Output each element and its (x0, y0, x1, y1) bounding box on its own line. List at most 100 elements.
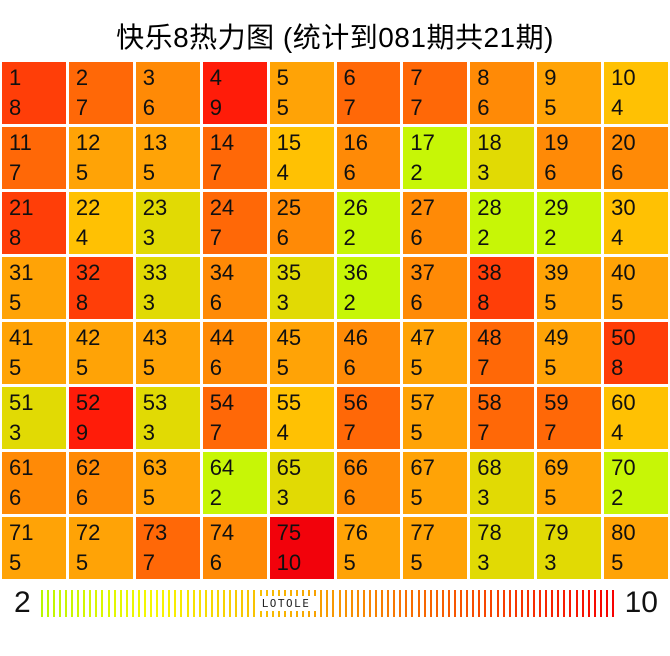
cell-number: 5 (276, 65, 289, 90)
cell-count: 6 (410, 290, 423, 315)
heatmap-cell: 67 5 (403, 452, 468, 514)
cell-number: 44 (209, 325, 235, 350)
legend-tick (46, 589, 49, 617)
cell-count: 6 (611, 160, 624, 185)
cell-number: 43 (142, 325, 168, 350)
cell-number: 77 (410, 520, 435, 545)
cell-count: 6 (209, 290, 222, 315)
legend-tick (210, 589, 213, 617)
cell-count: 3 (544, 550, 557, 575)
heatmap-cell: 38 8 (470, 257, 535, 319)
cell-count: 6 (9, 485, 22, 510)
legend-tick (162, 589, 165, 617)
heatmap-cell: 73 7 (135, 517, 200, 579)
cell-number: 50 (611, 325, 636, 350)
legend-tick (223, 589, 226, 617)
cell-number: 69 (544, 455, 569, 480)
legend-tick (435, 589, 438, 617)
cell-count: 6 (75, 485, 89, 510)
cell-count: 5 (343, 550, 356, 575)
legend-tick (399, 589, 402, 617)
cell-number: 35 (276, 260, 302, 285)
cell-count: 4 (276, 420, 289, 445)
cell-number: 58 (477, 390, 502, 415)
cell-count: 5 (75, 355, 89, 380)
heatmap-cell: 19 6 (537, 127, 602, 189)
cell-count: 5 (75, 160, 89, 185)
page-title: 快乐8热力图 (统计到081期共21期) (116, 22, 554, 53)
cell-number: 26 (343, 195, 368, 220)
legend-tick (581, 589, 584, 617)
cell-number: 41 (9, 325, 34, 350)
cell-number: 67 (410, 455, 435, 480)
cell-number: 18 (477, 130, 502, 155)
cell-number: 60 (611, 390, 636, 415)
cell-count: 5 (611, 290, 624, 315)
heatmap-cell: 70 2 (604, 452, 668, 514)
heatmap-cell: 62 6 (68, 452, 133, 514)
cell-number: 40 (611, 260, 636, 285)
cell-number: 13 (142, 130, 168, 155)
cell-count: 7 (544, 420, 557, 445)
cell-number: 65 (276, 455, 302, 480)
heatmap-cell: 32 8 (68, 257, 133, 319)
cell-count: 8 (477, 290, 490, 315)
legend-tick (241, 589, 244, 617)
legend-tick (551, 589, 554, 617)
cell-count: 6 (276, 225, 289, 250)
legend-tick (490, 589, 493, 617)
heatmap-cell: 57 5 (403, 387, 468, 449)
legend-tick (356, 589, 359, 617)
cell-count: 4 (611, 95, 624, 120)
legend-tick (411, 589, 414, 617)
cell-count: 3 (477, 550, 490, 575)
legend-tick (229, 589, 232, 617)
legend-tick (137, 589, 140, 617)
cell-number: 66 (343, 455, 368, 480)
cell-number: 20 (611, 130, 636, 155)
cell-number: 76 (343, 520, 368, 545)
cell-count: 5 (544, 355, 557, 380)
heatmap-cell: 78 3 (470, 517, 535, 579)
cell-count: 6 (343, 355, 356, 380)
legend-tick (204, 589, 207, 617)
cell-count: 5 (410, 485, 423, 510)
cell-number: 21 (9, 195, 34, 220)
legend-tick (514, 589, 517, 617)
cell-count: 6 (209, 355, 222, 380)
cell-number: 14 (209, 130, 235, 155)
legend-tick (168, 589, 171, 617)
heatmap-cell: 58 7 (470, 387, 535, 449)
legend-tick (569, 589, 572, 617)
legend-tick (192, 589, 195, 617)
heatmap-cell: 29 2 (537, 192, 602, 254)
heatmap-cell: 15 4 (269, 127, 334, 189)
legend-tick (393, 589, 396, 617)
heatmap-cell: 46 6 (336, 322, 401, 384)
cell-number: 47 (410, 325, 435, 350)
heatmap-cell: 33 3 (135, 257, 200, 319)
cell-count: 3 (9, 420, 22, 445)
heatmap-cell: 11 7 (2, 127, 66, 189)
legend-tick (119, 589, 122, 617)
cell-number: 25 (276, 195, 302, 220)
cell-count: 5 (9, 290, 22, 315)
legend-tick (526, 589, 529, 617)
cell-count: 3 (276, 485, 289, 510)
heatmap-cell: 50 8 (604, 322, 668, 384)
cell-count: 7 (9, 160, 22, 185)
cell-number: 19 (544, 130, 569, 155)
cell-count: 5 (410, 420, 423, 445)
legend-tick (89, 589, 92, 617)
cell-count: 5 (276, 355, 289, 380)
legend-tick (95, 589, 98, 617)
cell-number: 59 (544, 390, 569, 415)
legend-tick (557, 589, 560, 617)
heatmap-cell: 37 6 (403, 257, 468, 319)
legend-tick (186, 589, 189, 617)
heatmap-cell: 60 4 (604, 387, 668, 449)
cell-count: 4 (611, 225, 624, 250)
cell-count: 2 (544, 225, 557, 250)
